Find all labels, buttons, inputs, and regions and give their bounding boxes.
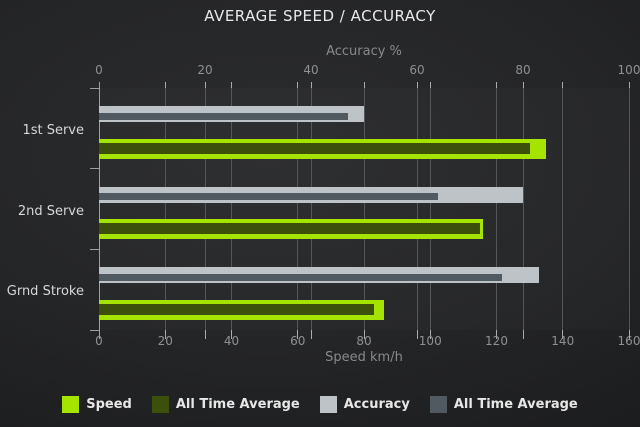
- bar-speed-all-time-average[interactable]: [99, 303, 374, 315]
- speed-tick: [562, 82, 564, 88]
- accuracy-gridline: [628, 88, 630, 330]
- accuracy-tick: [204, 82, 206, 88]
- speed-tick-label: 0: [95, 334, 103, 348]
- legend-label: All Time Average: [175, 397, 300, 412]
- legend-item-1[interactable]: Speed: [62, 396, 132, 413]
- speed-gridline: [496, 88, 497, 330]
- accuracy-gridline: [416, 88, 418, 330]
- speed-gridline: [429, 88, 431, 330]
- legend-swatch-icon: [429, 396, 447, 413]
- speed-tick-label: 140: [551, 334, 575, 348]
- speed-tick: [164, 82, 166, 88]
- speed-tick-label: 160: [617, 334, 640, 348]
- accuracy-tick: [522, 330, 524, 339]
- legend-swatch-icon: [151, 396, 169, 413]
- speed-tick-label: 40: [223, 334, 240, 348]
- accuracy-tick: [310, 82, 312, 88]
- speed-tick: [429, 330, 431, 339]
- speed-gridline: [363, 88, 365, 330]
- accuracy-tick: [522, 82, 524, 88]
- speed-tick: [496, 82, 497, 88]
- legend-label: Accuracy: [343, 397, 410, 412]
- speed-tick: [562, 330, 564, 339]
- bar-accuracy-all-time-average[interactable]: [99, 112, 349, 120]
- speed-tick-label: 80: [356, 334, 372, 348]
- accuracy-tick: [416, 82, 418, 88]
- category-separator-tick: [90, 87, 99, 89]
- chart-title: AVERAGE SPEED / ACCURACY: [204, 7, 436, 25]
- speed-tick: [164, 330, 166, 339]
- legend-swatch-icon: [62, 396, 80, 413]
- speed-tick: [496, 330, 497, 339]
- accuracy-tick-label: 60: [409, 63, 425, 77]
- accuracy-tick: [628, 330, 630, 339]
- speed-gridline: [297, 88, 299, 330]
- legend: Speed All Time Average Accuracy All Time Av…: [0, 396, 640, 413]
- speed-axis-title: Speed km/h: [325, 350, 403, 365]
- accuracy-tick-label: 100: [617, 63, 640, 77]
- speed-tick-label: 100: [418, 334, 442, 348]
- bar-speed-all-time-average[interactable]: [99, 223, 480, 235]
- speed-tick-label: 20: [157, 334, 173, 348]
- category-label: Grnd Stroke: [6, 284, 84, 300]
- accuracy-gridline: [310, 88, 312, 330]
- speed-tick: [363, 82, 365, 88]
- y-axis-line: [98, 88, 100, 330]
- speed-tick-label: 120: [485, 334, 508, 348]
- bar-speed-all-time-average[interactable]: [99, 142, 530, 154]
- legend-label: Speed: [86, 397, 132, 412]
- bar-accuracy-all-time-average[interactable]: [99, 273, 502, 281]
- speed-tick: [231, 330, 232, 339]
- category-separator-tick: [90, 168, 99, 170]
- speed-tick: [429, 82, 431, 88]
- category-label: 2nd Serve: [17, 203, 84, 219]
- speed-gridline: [164, 88, 166, 330]
- speed-gridline: [562, 88, 564, 330]
- accuracy-tick-label: 40: [303, 63, 319, 77]
- category-label: 1st Serve: [22, 123, 84, 138]
- accuracy-axis-title: Accuracy %: [326, 44, 402, 59]
- accuracy-tick-label: 20: [197, 63, 213, 77]
- accuracy-gridline: [522, 88, 524, 330]
- speed-tick-label: 60: [290, 334, 306, 348]
- speed-tick: [231, 82, 232, 88]
- legend-item-3[interactable]: Accuracy: [319, 396, 410, 413]
- legend-item-4[interactable]: All Time Average: [429, 396, 578, 413]
- accuracy-tick: [310, 330, 312, 339]
- accuracy-tick: [628, 82, 630, 88]
- bar-accuracy-all-time-average[interactable]: [99, 193, 439, 201]
- speed-tick: [297, 330, 299, 339]
- speed-tick: [297, 82, 299, 88]
- accuracy-tick: [416, 330, 418, 339]
- accuracy-tick: [204, 330, 206, 339]
- accuracy-tick-label: 80: [515, 63, 531, 77]
- speed-gridline: [231, 88, 232, 330]
- accuracy-tick-label: 0: [95, 63, 103, 77]
- axis-corner-tick: [98, 330, 100, 339]
- speed-tick: [363, 330, 365, 339]
- category-separator-tick: [90, 248, 99, 250]
- legend-item-2[interactable]: All Time Average: [151, 396, 300, 413]
- legend-label: All Time Average: [453, 397, 578, 412]
- plot-area: 0 20 40 60 80 100 120 140 160 0 20 40 60 80 100: [90, 63, 640, 348]
- category-separator-tick: [90, 329, 99, 331]
- axis-corner-tick: [98, 82, 100, 88]
- accuracy-gridline: [204, 88, 206, 330]
- legend-swatch-icon: [319, 396, 337, 413]
